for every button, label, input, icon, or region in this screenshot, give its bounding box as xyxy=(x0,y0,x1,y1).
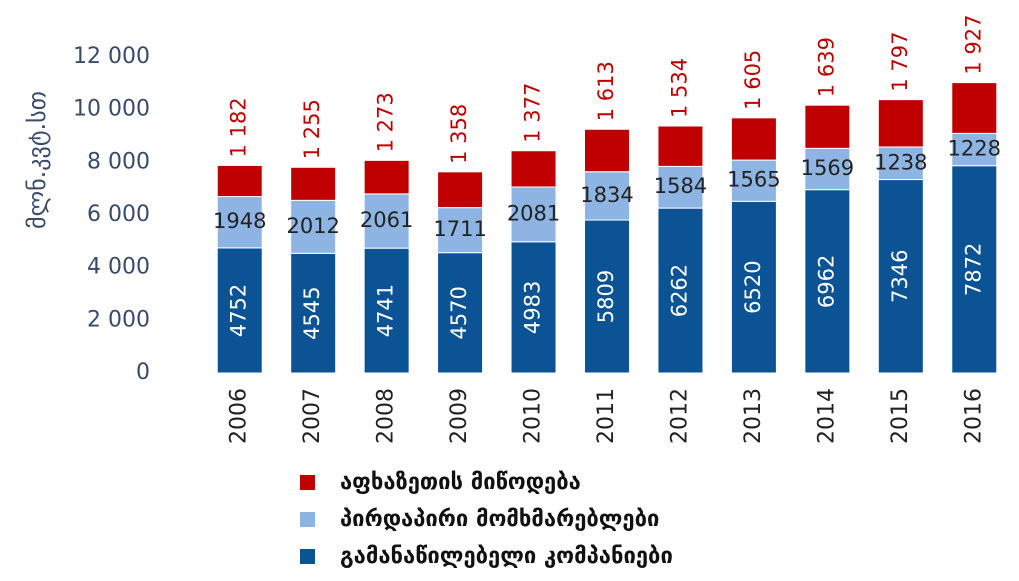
value-label: 6262 xyxy=(667,264,691,317)
value-label: 1 255 xyxy=(300,99,324,159)
value-label: 1 797 xyxy=(888,32,912,92)
value-label: 1 639 xyxy=(814,37,838,97)
value-label: 1584 xyxy=(654,174,707,198)
value-label: 1 927 xyxy=(961,14,985,74)
value-label: 5809 xyxy=(594,270,618,323)
legend-label: პირდაპირი მომხმარებლები xyxy=(340,507,659,532)
bar-segment xyxy=(216,196,263,249)
bar-segment xyxy=(730,159,777,202)
legend-swatch xyxy=(300,549,315,564)
bar-segment xyxy=(584,219,630,374)
x-tick-label: 2015 xyxy=(888,388,913,444)
bar-segment xyxy=(804,147,851,191)
y-tick-label: 8 000 xyxy=(87,149,150,174)
bar-segment xyxy=(730,117,777,161)
value-label: 2081 xyxy=(507,201,560,225)
x-tick-label: 2014 xyxy=(814,388,839,444)
value-label: 4545 xyxy=(300,286,324,339)
bar-segment xyxy=(804,189,851,374)
x-tick-label: 2006 xyxy=(227,388,252,444)
bar-segment xyxy=(657,207,704,374)
bar-segment xyxy=(510,150,557,188)
bar-segment xyxy=(951,165,998,374)
bar-segment xyxy=(510,241,557,374)
x-tick-label: 2013 xyxy=(741,388,766,444)
bar-segment xyxy=(877,99,924,148)
value-label: 1569 xyxy=(801,156,854,180)
y-tick-label: 6 000 xyxy=(87,202,150,227)
y-axis-label: მლნ.კვტ.სთ xyxy=(23,91,51,229)
value-label: 2012 xyxy=(286,214,339,238)
value-label: 1834 xyxy=(580,183,633,207)
bar-segment xyxy=(290,199,337,254)
value-label: 4983 xyxy=(521,281,545,334)
value-label: 4752 xyxy=(227,284,251,337)
value-label: 1 182 xyxy=(227,97,251,157)
value-label: 1 377 xyxy=(521,83,545,143)
bar-segment xyxy=(437,207,484,254)
value-label: 1 534 xyxy=(667,58,691,118)
y-tick-label: 2 000 xyxy=(87,307,150,332)
bar-segment xyxy=(363,159,410,195)
bar-segment xyxy=(216,164,263,198)
value-label: 6962 xyxy=(814,255,838,308)
bar-segment xyxy=(363,193,410,249)
y-tick-label: 12 000 xyxy=(73,44,150,69)
bar-segment xyxy=(804,104,851,149)
value-label: 1 273 xyxy=(374,92,398,152)
bar-segment xyxy=(290,166,337,201)
bar-segment xyxy=(437,171,484,209)
value-label: 1238 xyxy=(874,150,927,174)
value-label: 1 613 xyxy=(594,61,618,121)
legend-label: გამანაწილებელი კომპანიები xyxy=(340,544,673,569)
value-label: 1565 xyxy=(727,168,780,192)
value-label: 2061 xyxy=(360,208,413,232)
y-tick-label: 10 000 xyxy=(73,97,150,122)
x-tick-label: 2009 xyxy=(447,388,472,444)
x-tick-label: 2012 xyxy=(667,388,692,444)
value-label: 7872 xyxy=(961,243,985,296)
bar-segment xyxy=(216,247,263,374)
y-tick-label: 4 000 xyxy=(87,255,150,280)
bar-segment xyxy=(363,247,410,374)
x-tick-label: 2007 xyxy=(300,388,325,444)
value-label: 1 605 xyxy=(741,50,765,110)
bar-segment xyxy=(877,179,924,374)
bar-segment xyxy=(951,82,998,134)
value-label: 1 358 xyxy=(447,104,471,164)
bar-segment xyxy=(730,200,777,374)
bar-segment xyxy=(584,128,630,173)
bar-segment xyxy=(657,125,704,167)
value-label: 4741 xyxy=(374,284,398,337)
bar-segment xyxy=(877,146,924,181)
y-tick-label: 0 xyxy=(136,360,150,385)
value-label: 1228 xyxy=(948,137,1001,161)
value-label: 7346 xyxy=(888,250,912,303)
x-tick-label: 2011 xyxy=(594,388,619,444)
legend-label: აფხაზეთის მიწოდება xyxy=(340,470,581,495)
x-tick-label: 2016 xyxy=(961,388,986,444)
value-label: 6520 xyxy=(741,260,765,313)
bar-segment xyxy=(437,252,484,374)
bar-segment xyxy=(584,171,630,221)
legend-swatch xyxy=(300,475,315,490)
legend-swatch xyxy=(300,512,315,527)
bar-segment xyxy=(510,186,557,243)
value-label: 1948 xyxy=(213,209,266,233)
x-tick-label: 2010 xyxy=(521,388,546,444)
value-label: 1711 xyxy=(433,217,486,241)
x-tick-label: 2008 xyxy=(374,388,399,444)
value-label: 4570 xyxy=(447,286,471,339)
